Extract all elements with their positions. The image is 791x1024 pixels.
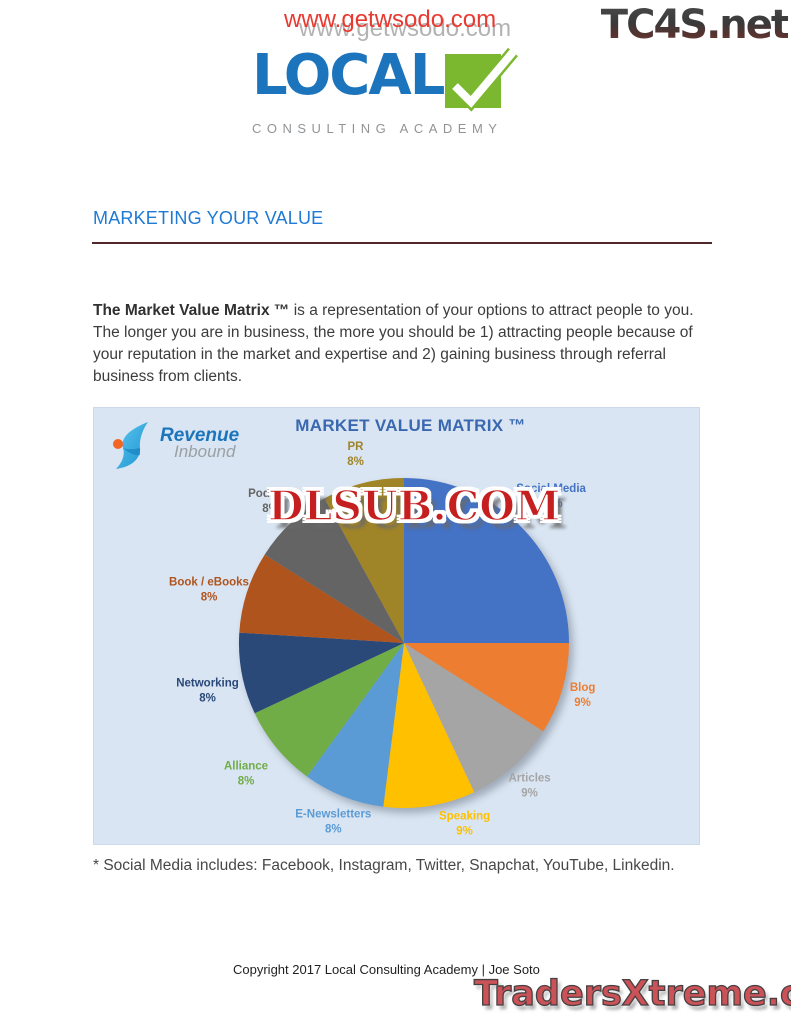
- revenue-inbound-line2: Inbound: [174, 442, 236, 461]
- pie-slice-speaking: [383, 643, 475, 809]
- pie-slice-book-ebooks: [239, 554, 404, 643]
- watermark-tradersxtreme: TradersXtreme.com: [473, 973, 791, 1014]
- copyright-line: Copyright 2017 Local Consulting Academy …: [233, 962, 540, 977]
- watermark-getwsodo-shadow: www.getwsodo.com: [299, 15, 512, 42]
- watermark-getwsodo: www.getwsodo.com: [284, 6, 497, 33]
- revenue-inbound-line1: Revenue: [160, 425, 240, 446]
- pie-slice-articles: [404, 643, 544, 793]
- pie-label-alliance: Alliance 8%: [224, 761, 268, 788]
- social-media-footnote: * Social Media includes: Facebook, Insta…: [93, 857, 675, 874]
- pie-label-networking: Networking 8%: [176, 678, 239, 705]
- body-text: is a representation of your options to a…: [93, 301, 694, 385]
- pie-chart: Social Media 25% Blog 9% Articles 9% Speaking 9…: [169, 441, 596, 838]
- watermark-tc4s-logo: TC4S.net: [600, 2, 790, 48]
- pie-label-pr: PR 8%: [347, 441, 364, 468]
- pie-slice-e-newsletters: [307, 643, 404, 807]
- pie-label-e-newsletters: E-Newsletters 8%: [295, 809, 371, 836]
- pie-label-articles: Articles 9%: [509, 773, 551, 800]
- body-lead-bold: The Market Value Matrix ™: [93, 301, 290, 319]
- local-logo-wordmark: LOCAL: [252, 43, 445, 108]
- pie-slice-pr: [324, 478, 404, 643]
- revenue-inbound-logo: Revenue Inbound: [112, 420, 239, 477]
- pie-slice-social-media: [404, 478, 569, 643]
- pie-slice-networking: [238, 632, 404, 714]
- pie-label-book-ebooks: Book / eBooks 8%: [169, 577, 249, 604]
- pie-label-podcast: Podcast 8%: [248, 488, 293, 515]
- pie-label-social-media: Social Media 25%: [516, 483, 586, 510]
- revenue-inbound-logo-mark: [112, 420, 154, 477]
- market-value-matrix-chart: Social Media 25% Blog 9% Articles 9% Speaking 9…: [93, 407, 700, 845]
- chart-title: MARKET VALUE MATRIX ™: [295, 416, 526, 435]
- pie-label-blog: Blog 9%: [570, 682, 596, 709]
- local-logo-subtitle: CONSULTING ACADEMY: [252, 121, 503, 136]
- pie-slice-alliance: [254, 643, 404, 777]
- pie-label-speaking: Speaking 9%: [439, 811, 490, 838]
- checkmark-icon: [445, 47, 523, 117]
- watermark-dlsub: DLSUB.COM: [267, 481, 561, 531]
- local-consulting-academy-logo: LOCAL CONSULTING ACADEMY: [252, 48, 552, 136]
- pie-slice-podcast: [264, 498, 404, 643]
- page-title: MARKETING YOUR VALUE: [93, 208, 324, 228]
- heading-rule: [92, 242, 712, 244]
- pie-slice-blog: [404, 643, 569, 732]
- body-paragraph: The Market Value Matrix ™ is a represent…: [93, 300, 717, 388]
